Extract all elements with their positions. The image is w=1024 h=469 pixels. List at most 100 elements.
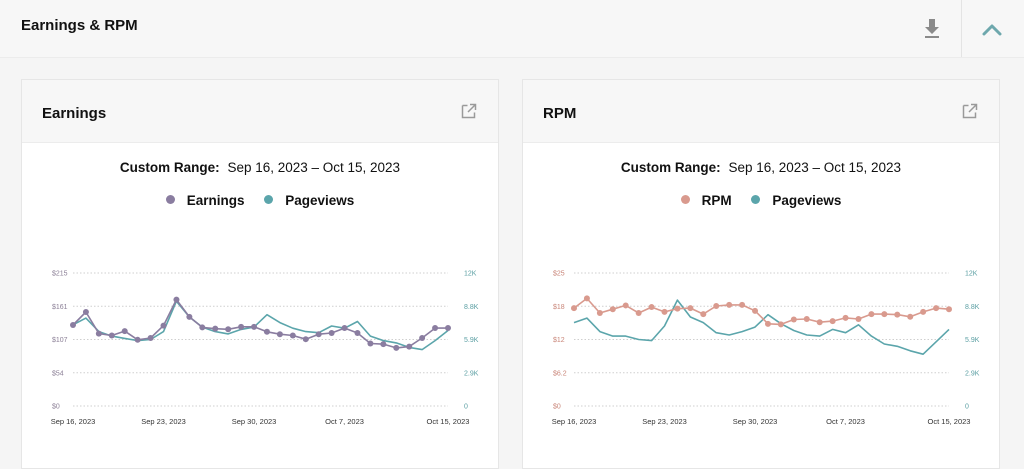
y-tick-label-right: 0	[464, 404, 468, 411]
data-point-rpm	[583, 295, 590, 302]
legend-label: RPM	[701, 193, 732, 208]
data-point-earnings	[367, 340, 374, 347]
data-point-earnings	[328, 330, 335, 337]
data-point-rpm	[739, 301, 746, 308]
data-point-earnings	[186, 313, 193, 320]
data-point-rpm	[752, 307, 759, 314]
date-range: Custom Range: Sep 16, 2023 – Oct 15, 202…	[523, 160, 999, 175]
legend-label: Pageviews	[285, 193, 355, 208]
data-point-rpm	[713, 302, 720, 309]
data-point-rpm	[933, 305, 940, 312]
data-point-rpm	[674, 305, 681, 312]
data-point-earnings	[121, 328, 128, 335]
y-tick-label-left: $18	[553, 304, 565, 311]
data-point-rpm	[609, 306, 616, 313]
legend-item-earnings[interactable]: Earnings	[165, 193, 245, 208]
y-tick-label-right: 2.9K	[464, 370, 479, 377]
x-tick-label: Oct 15, 2023	[928, 417, 971, 426]
chevron-up-icon[interactable]	[980, 18, 1004, 40]
data-point-rpm	[635, 310, 642, 317]
section-header: Earnings & RPM	[0, 0, 1024, 58]
data-point-earnings	[108, 332, 115, 339]
y-tick-label-left: $25	[553, 271, 565, 278]
legend-item-pageviews[interactable]: Pageviews	[264, 193, 354, 208]
data-point-rpm	[855, 315, 862, 322]
data-point-rpm	[894, 311, 901, 318]
data-point-rpm	[868, 311, 875, 318]
data-point-earnings	[238, 323, 245, 330]
legend-dot	[264, 195, 274, 204]
x-tick-label: Sep 16, 2023	[552, 417, 597, 426]
section-title: Earnings & RPM	[21, 17, 138, 34]
y-tick-label-left: $107	[52, 337, 68, 344]
data-point-rpm	[829, 318, 836, 325]
data-point-earnings	[199, 324, 206, 331]
x-tick-label: Sep 16, 2023	[51, 417, 96, 426]
data-point-earnings	[354, 330, 361, 337]
y-tick-label-right: 5.9K	[464, 337, 479, 344]
legend-dot	[680, 195, 690, 204]
data-point-earnings	[406, 343, 413, 350]
y-tick-label-right: 12K	[965, 271, 978, 278]
y-tick-label-right: 8.8K	[965, 304, 980, 311]
series-line-pageviews	[573, 299, 950, 355]
chart-legend: Earnings Pageviews	[22, 193, 498, 208]
rpm-chart: $0 0 $6.2 2.9K $12 5.9K $18 8.8K $25 12K Sep 16, 2…	[552, 271, 980, 427]
series-line-pageviews	[72, 300, 449, 351]
data-point-rpm	[790, 316, 797, 323]
panel-header: Earnings	[22, 80, 498, 143]
panel-header: RPM	[523, 80, 999, 143]
data-point-rpm	[842, 314, 849, 321]
legend-item-rpm[interactable]: RPM	[680, 193, 732, 208]
x-tick-label: Oct 7, 2023	[826, 417, 865, 426]
x-tick-label: Sep 30, 2023	[232, 417, 277, 426]
data-point-earnings	[289, 332, 296, 339]
range-label: Custom Range:	[620, 160, 721, 175]
data-point-earnings	[134, 336, 141, 343]
data-point-earnings	[315, 331, 322, 338]
data-point-earnings	[160, 322, 167, 329]
download-icon[interactable]	[920, 16, 944, 40]
data-point-rpm	[803, 315, 810, 322]
y-tick-label-right: 2.9K	[965, 370, 980, 377]
legend-label: Pageviews	[772, 193, 842, 208]
y-tick-label-left: $0	[553, 404, 561, 411]
date-range: Custom Range: Sep 16, 2023 – Oct 15, 202…	[22, 160, 498, 175]
data-point-rpm	[661, 308, 668, 315]
data-point-rpm	[596, 310, 603, 317]
data-point-rpm	[920, 308, 927, 315]
data-point-earnings	[445, 325, 451, 332]
legend-dot	[751, 195, 761, 204]
external-link-icon[interactable]	[961, 102, 979, 120]
data-point-earnings	[302, 336, 309, 343]
x-tick-label: Sep 30, 2023	[733, 417, 778, 426]
data-point-rpm	[907, 313, 914, 320]
data-point-rpm	[571, 305, 577, 312]
data-point-earnings	[173, 296, 180, 303]
y-tick-label-left: $215	[52, 271, 68, 278]
y-tick-label-left: $161	[52, 304, 68, 311]
x-tick-label: Sep 23, 2023	[642, 417, 687, 426]
y-tick-label-left: $0	[52, 404, 60, 411]
legend-item-pageviews[interactable]: Pageviews	[751, 193, 841, 208]
data-point-earnings	[251, 323, 258, 330]
series-line-earnings	[72, 298, 448, 349]
data-point-earnings	[432, 325, 439, 332]
data-point-earnings	[380, 341, 387, 348]
range-value: Sep 16, 2023 – Oct 15, 2023	[728, 160, 902, 175]
data-point-rpm	[881, 311, 888, 318]
panel-title: Earnings	[42, 105, 107, 122]
x-tick-label: Sep 23, 2023	[141, 417, 186, 426]
range-value: Sep 16, 2023 – Oct 15, 2023	[227, 160, 401, 175]
legend-label: Earnings	[186, 193, 245, 208]
earnings-chart: $0 0 $54 2.9K $107 5.9K $161 8.8K $215 12K Sep 16,…	[51, 271, 479, 427]
data-point-earnings	[276, 331, 283, 338]
data-point-rpm	[764, 320, 771, 327]
external-link-icon[interactable]	[460, 102, 478, 120]
data-point-rpm	[946, 306, 952, 313]
y-tick-label-left: $6.2	[553, 370, 567, 377]
data-point-earnings	[393, 344, 400, 351]
data-point-earnings	[82, 308, 89, 315]
y-tick-label-right: 0	[965, 404, 969, 411]
rpm-panel: RPM Custom Range: Sep 16, 2023 – Oct 15,…	[522, 79, 1000, 469]
